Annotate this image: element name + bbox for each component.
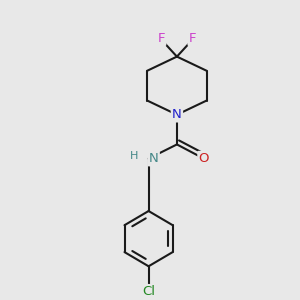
- Text: O: O: [199, 152, 209, 165]
- Text: F: F: [189, 32, 196, 45]
- Text: F: F: [158, 32, 165, 45]
- Text: Cl: Cl: [142, 285, 155, 298]
- Text: H: H: [130, 151, 138, 161]
- Text: N: N: [172, 108, 182, 121]
- Text: N: N: [149, 152, 159, 165]
